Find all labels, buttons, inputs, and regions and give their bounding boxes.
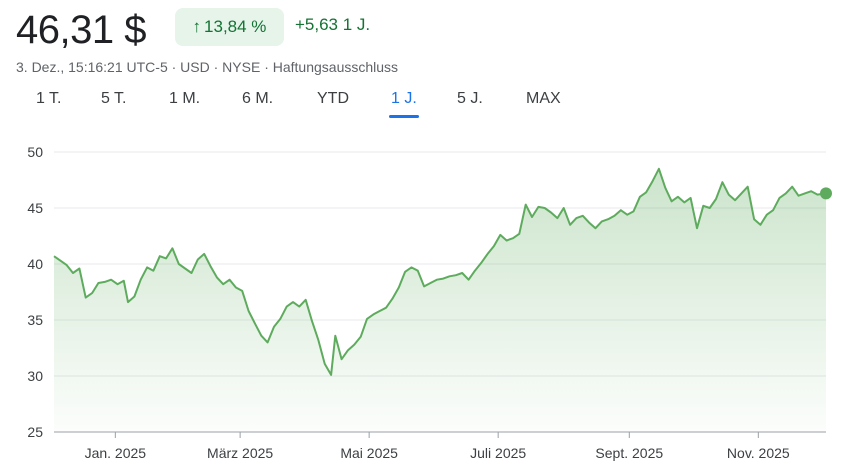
current-price: 46,31 $ <box>16 8 146 52</box>
x-tick-label: Mai 2025 <box>340 445 398 461</box>
active-range-underline <box>389 115 419 118</box>
quote-meta: 3. Dez., 15:16:21 UTC-5 · USD · NYSE · H… <box>16 59 399 75</box>
range-tab-1d[interactable]: 1 T. <box>36 90 62 107</box>
change-absolute: +5,63 1 J. <box>295 15 371 34</box>
range-tab-max[interactable]: MAX <box>526 90 561 107</box>
y-tick-label: 40 <box>27 256 43 272</box>
x-axis-ticks: Jan. 2025 März 2025 Mai 2025 Juli 2025 Sept.… <box>85 432 790 461</box>
y-axis-ticks: 50 45 40 35 30 25 <box>27 144 43 440</box>
last-price-dot <box>820 187 832 200</box>
range-tab-5y[interactable]: 5 J. <box>457 90 483 107</box>
change-percent-badge: ↑ 13,84 % <box>175 8 284 46</box>
y-tick-label: 25 <box>27 424 43 440</box>
range-tab-1m[interactable]: 1 M. <box>169 90 201 107</box>
y-tick-label: 30 <box>27 368 43 384</box>
range-tab-6m[interactable]: 6 M. <box>242 90 274 107</box>
arrow-up-icon: ↑ <box>192 17 202 36</box>
price-line <box>53 167 827 376</box>
range-tab-1y[interactable]: 1 J. <box>391 90 417 107</box>
range-tab-5d[interactable]: 5 T. <box>101 90 127 107</box>
x-tick-label: Nov. 2025 <box>727 445 790 461</box>
price-area <box>54 168 826 433</box>
x-tick-label: Sept. 2025 <box>595 445 663 461</box>
x-tick-label: Juli 2025 <box>470 445 526 461</box>
x-tick-label: Jan. 2025 <box>85 445 147 461</box>
change-percent: 13,84 % <box>204 17 267 36</box>
range-tab-ytd[interactable]: YTD <box>317 90 349 107</box>
y-tick-label: 45 <box>27 200 43 216</box>
y-tick-label: 35 <box>27 312 43 328</box>
x-tick-label: März 2025 <box>207 445 273 461</box>
y-tick-label: 50 <box>27 144 43 160</box>
